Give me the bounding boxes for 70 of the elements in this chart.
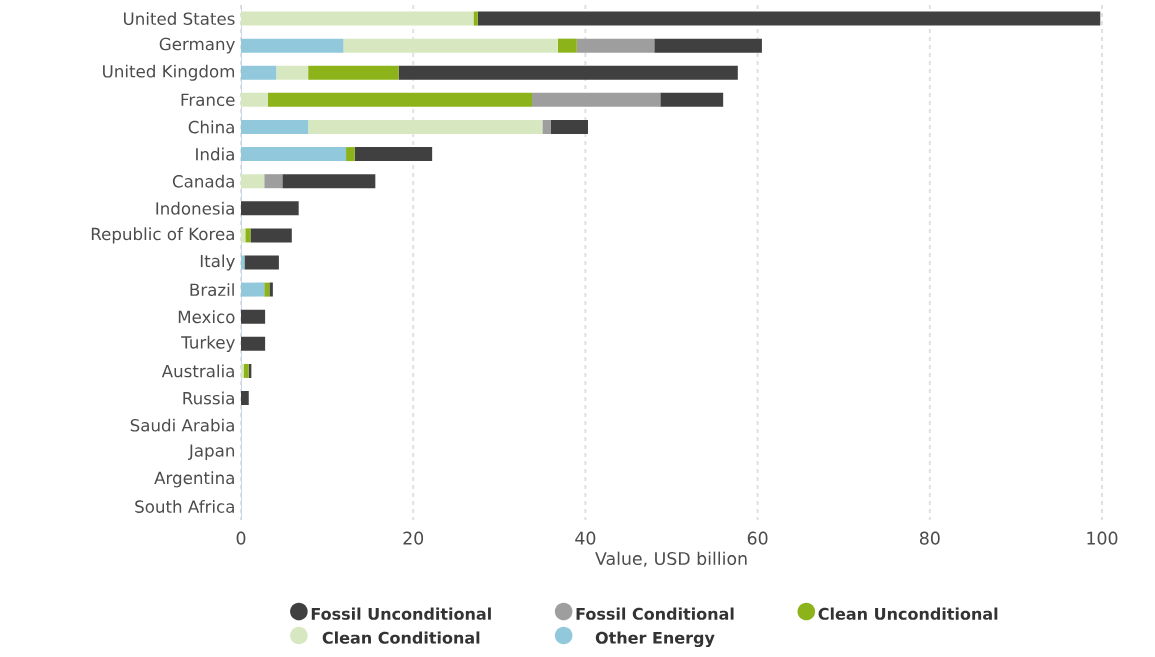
bar xyxy=(241,391,249,406)
bar xyxy=(343,38,558,53)
y-tick-label: Turkey xyxy=(181,335,235,352)
bar xyxy=(550,119,588,134)
y-tick-label: Australia xyxy=(161,364,234,378)
legend-label: Other Energy xyxy=(595,631,715,648)
bar xyxy=(473,11,478,26)
x-tick-label: 100 xyxy=(1087,531,1118,545)
x-tick-label: 20 xyxy=(403,531,424,545)
bar xyxy=(241,282,265,297)
bar xyxy=(267,92,533,107)
y-tick-label: France xyxy=(181,93,235,107)
bar xyxy=(241,147,347,162)
x-tick-label: 40 xyxy=(575,531,596,545)
bar xyxy=(308,65,399,80)
bar xyxy=(477,11,1101,26)
y-tick-label: United Kingdom xyxy=(103,64,235,81)
bar xyxy=(354,147,433,162)
legend-label: Fossil Unconditional xyxy=(311,607,491,620)
bar xyxy=(241,11,474,26)
bar xyxy=(264,282,270,297)
bar xyxy=(241,201,299,216)
y-tick-label: Argentina xyxy=(154,471,234,488)
y-tick-label: Japan xyxy=(188,444,234,461)
bar xyxy=(532,92,661,107)
x-tick-label: 80 xyxy=(919,531,940,545)
y-tick-label: Brazil xyxy=(190,283,234,297)
y-tick-label: United States xyxy=(123,12,235,25)
y-tick-label: South Africa xyxy=(135,500,234,513)
y-tick-label: Canada xyxy=(172,174,234,188)
bar xyxy=(241,38,344,53)
bar xyxy=(243,363,249,378)
bar xyxy=(542,119,551,134)
bar xyxy=(250,228,292,243)
bar xyxy=(241,174,265,189)
bar xyxy=(557,38,577,53)
bar xyxy=(241,65,277,80)
x-tick-label: 60 xyxy=(747,531,768,545)
y-tick-label: Germany xyxy=(159,37,235,54)
y-tick-label: Republic of Korea xyxy=(91,227,234,244)
legend-label: Fossil Conditional xyxy=(576,607,734,620)
bar xyxy=(241,119,309,134)
bar xyxy=(282,174,376,189)
bar xyxy=(269,282,273,297)
bar xyxy=(244,255,279,270)
bar xyxy=(241,228,246,243)
bar xyxy=(264,174,283,189)
y-tick-label: Russia xyxy=(183,391,234,405)
bar xyxy=(346,147,355,162)
y-tick-label: India xyxy=(196,147,234,161)
y-tick-label: Indonesia xyxy=(156,201,234,215)
bar xyxy=(654,38,762,53)
legend-label: Clean Conditional xyxy=(322,631,480,644)
bar xyxy=(241,363,244,378)
bar xyxy=(241,92,268,107)
legend-label: Clean Unconditional xyxy=(818,607,998,620)
bar xyxy=(308,119,543,134)
bar xyxy=(398,65,738,80)
y-tick-label: Mexico xyxy=(178,310,235,324)
y-tick-label: Italy xyxy=(200,254,235,271)
x-tick-label: 0 xyxy=(236,531,246,545)
bar xyxy=(576,38,655,53)
y-tick-label: China xyxy=(188,120,234,134)
bar xyxy=(241,336,266,351)
bar xyxy=(241,309,266,324)
bar xyxy=(660,92,724,107)
y-tick-label: Saudi Arabia xyxy=(130,418,234,432)
bar xyxy=(245,228,251,243)
x-axis-title: Value, USD billion xyxy=(595,551,747,567)
bar xyxy=(276,65,309,80)
